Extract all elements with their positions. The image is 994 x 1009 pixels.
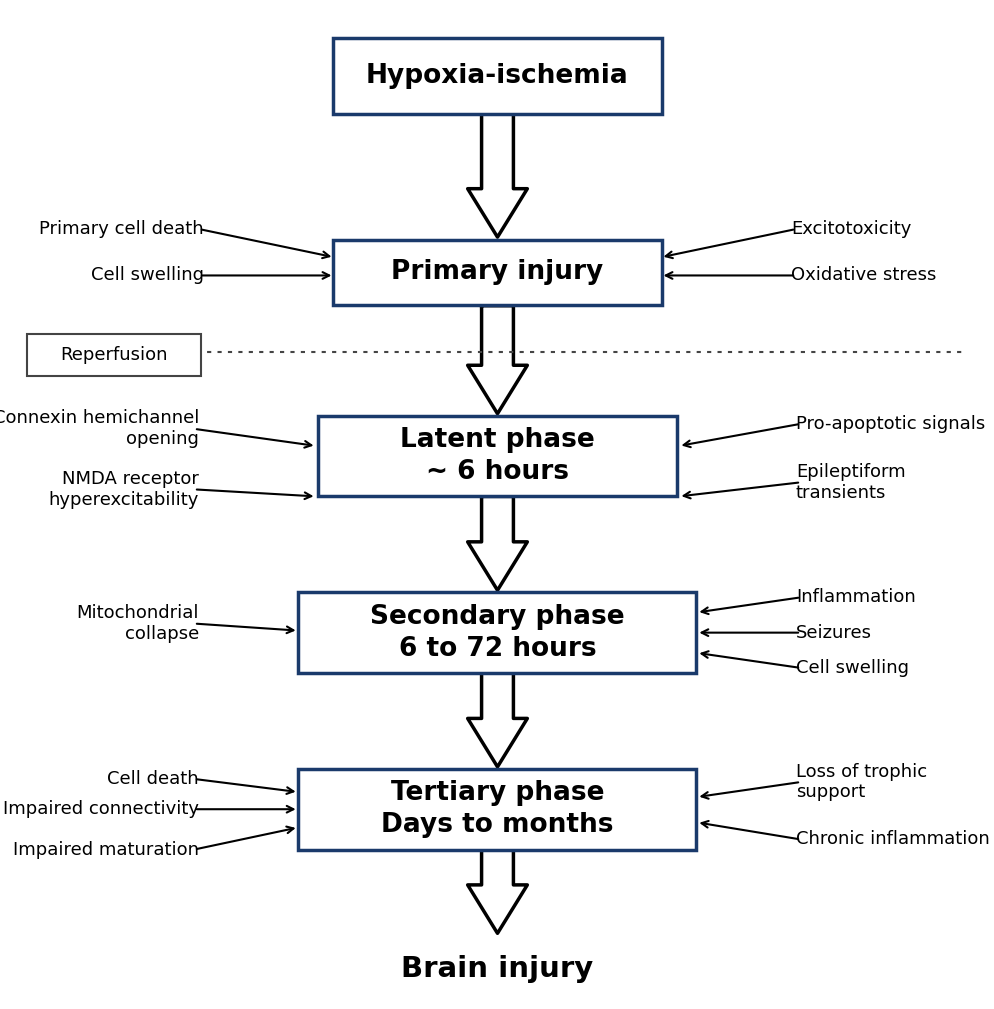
Polygon shape bbox=[467, 306, 527, 414]
Text: Cell swelling: Cell swelling bbox=[795, 659, 909, 677]
FancyBboxPatch shape bbox=[318, 416, 676, 496]
Text: Impaired connectivity: Impaired connectivity bbox=[3, 800, 199, 818]
Text: Secondary phase
6 to 72 hours: Secondary phase 6 to 72 hours bbox=[370, 603, 624, 662]
Text: Primary cell death: Primary cell death bbox=[40, 220, 204, 238]
Text: Tertiary phase
Days to months: Tertiary phase Days to months bbox=[381, 780, 613, 838]
Polygon shape bbox=[467, 850, 527, 933]
Text: Primary injury: Primary injury bbox=[391, 259, 603, 286]
FancyBboxPatch shape bbox=[333, 240, 661, 305]
Text: Loss of trophic
support: Loss of trophic support bbox=[795, 763, 926, 801]
FancyBboxPatch shape bbox=[28, 334, 201, 376]
Text: Cell swelling: Cell swelling bbox=[90, 266, 204, 285]
Text: Hypoxia-ischemia: Hypoxia-ischemia bbox=[366, 63, 628, 89]
Text: Inflammation: Inflammation bbox=[795, 588, 914, 606]
Text: NMDA receptor
hyperexcitability: NMDA receptor hyperexcitability bbox=[49, 470, 199, 509]
Polygon shape bbox=[467, 113, 527, 237]
FancyBboxPatch shape bbox=[298, 769, 696, 850]
Text: Oxidative stress: Oxidative stress bbox=[790, 266, 935, 285]
Text: Connexin hemichannel
opening: Connexin hemichannel opening bbox=[0, 410, 199, 448]
Text: Chronic inflammation: Chronic inflammation bbox=[795, 830, 989, 849]
Text: Pro-apoptotic signals: Pro-apoptotic signals bbox=[795, 415, 984, 433]
Text: Excitotoxicity: Excitotoxicity bbox=[790, 220, 911, 238]
FancyBboxPatch shape bbox=[333, 37, 661, 113]
Text: Seizures: Seizures bbox=[795, 624, 871, 642]
Text: Cell death: Cell death bbox=[107, 770, 199, 788]
Text: Epileptiform
transients: Epileptiform transients bbox=[795, 463, 905, 501]
Text: Impaired maturation: Impaired maturation bbox=[13, 840, 199, 859]
Text: Brain injury: Brain injury bbox=[401, 955, 593, 983]
Polygon shape bbox=[467, 496, 527, 590]
FancyBboxPatch shape bbox=[298, 592, 696, 673]
Text: Mitochondrial
collapse: Mitochondrial collapse bbox=[77, 604, 199, 643]
Polygon shape bbox=[467, 673, 527, 767]
Text: Reperfusion: Reperfusion bbox=[61, 346, 168, 364]
Text: Latent phase
~ 6 hours: Latent phase ~ 6 hours bbox=[400, 427, 594, 485]
